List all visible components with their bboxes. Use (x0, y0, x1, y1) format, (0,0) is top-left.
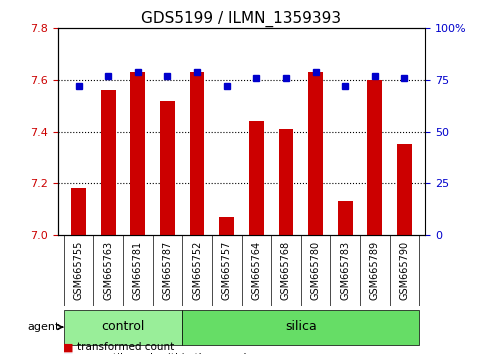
Bar (367, 80, 382, 235)
Bar (308, 72, 323, 235)
Text: GSM665757: GSM665757 (222, 240, 232, 300)
Text: GSM665768: GSM665768 (281, 241, 291, 300)
Bar (338, 201, 353, 235)
Text: GSM665764: GSM665764 (251, 241, 261, 300)
FancyBboxPatch shape (182, 310, 419, 345)
Bar (279, 129, 293, 235)
Bar (190, 72, 204, 235)
Text: agent: agent (27, 322, 63, 332)
Title: GDS5199 / ILMN_1359393: GDS5199 / ILMN_1359393 (142, 11, 341, 27)
Bar (101, 90, 116, 235)
Bar (397, 144, 412, 235)
Text: GSM665780: GSM665780 (311, 241, 321, 300)
Text: GSM665790: GSM665790 (399, 241, 409, 300)
Bar (130, 72, 145, 235)
Text: ■: ■ (63, 353, 73, 354)
Text: GSM665755: GSM665755 (74, 240, 84, 300)
Bar (249, 121, 264, 235)
Text: GSM665783: GSM665783 (340, 241, 350, 300)
FancyBboxPatch shape (64, 310, 182, 345)
Bar (71, 188, 86, 235)
Text: percentile rank within the sample: percentile rank within the sample (77, 353, 253, 354)
Text: transformed count: transformed count (77, 342, 174, 352)
Text: ■: ■ (63, 342, 73, 352)
Text: silica: silica (285, 320, 316, 333)
Text: GSM665781: GSM665781 (133, 241, 143, 300)
Text: GSM665787: GSM665787 (162, 241, 172, 300)
Text: GSM665789: GSM665789 (369, 241, 380, 300)
Text: GSM665752: GSM665752 (192, 240, 202, 300)
Bar (160, 101, 175, 235)
Text: GSM665763: GSM665763 (103, 241, 114, 300)
Bar (219, 217, 234, 235)
Text: control: control (101, 320, 145, 333)
